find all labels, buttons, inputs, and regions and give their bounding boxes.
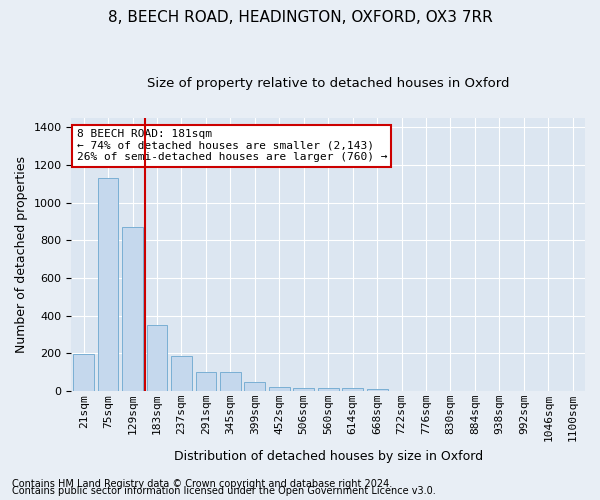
Bar [171, 356, 192, 391]
Y-axis label: Number of detached properties: Number of detached properties [15, 156, 28, 353]
Bar [196, 372, 217, 391]
Bar [73, 354, 94, 391]
Bar [367, 390, 388, 391]
Bar [220, 372, 241, 391]
Title: Size of property relative to detached houses in Oxford: Size of property relative to detached ho… [147, 78, 509, 90]
Bar [318, 388, 338, 391]
Bar [342, 388, 363, 391]
Text: 8, BEECH ROAD, HEADINGTON, OXFORD, OX3 7RR: 8, BEECH ROAD, HEADINGTON, OXFORD, OX3 7… [107, 10, 493, 25]
Bar [244, 382, 265, 391]
Text: Contains HM Land Registry data © Crown copyright and database right 2024.: Contains HM Land Registry data © Crown c… [12, 479, 392, 489]
Bar [98, 178, 118, 391]
Bar [146, 325, 167, 391]
Bar [122, 228, 143, 391]
X-axis label: Distribution of detached houses by size in Oxford: Distribution of detached houses by size … [173, 450, 483, 462]
Bar [269, 388, 290, 391]
Text: Contains public sector information licensed under the Open Government Licence v3: Contains public sector information licen… [12, 486, 436, 496]
Bar [293, 388, 314, 391]
Text: 8 BEECH ROAD: 181sqm
← 74% of detached houses are smaller (2,143)
26% of semi-de: 8 BEECH ROAD: 181sqm ← 74% of detached h… [77, 129, 387, 162]
